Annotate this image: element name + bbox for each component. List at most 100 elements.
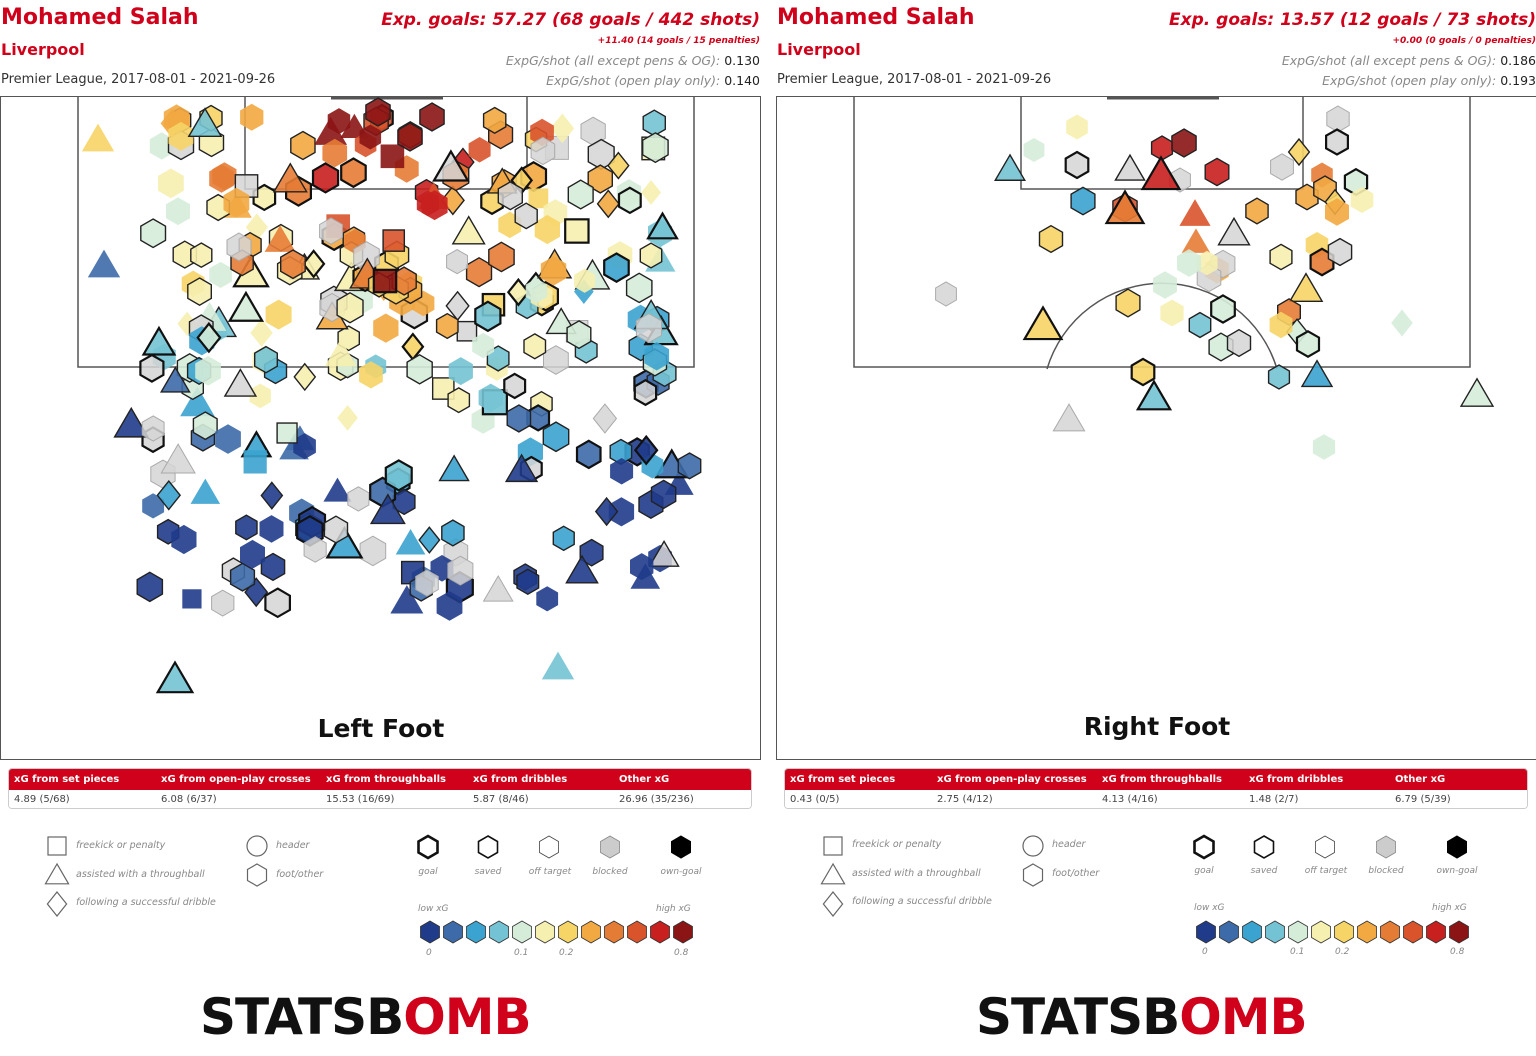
shot-marker-throughball — [1459, 377, 1495, 407]
shot-marker-setpiece — [456, 320, 478, 342]
legend-header: header — [1052, 839, 1086, 850]
shot-marker — [384, 459, 413, 492]
legend-svg — [44, 834, 693, 944]
shot-marker — [1177, 249, 1201, 277]
shot-marker — [187, 277, 213, 307]
shot-marker-throughball — [438, 454, 470, 482]
legend-freekick: freekick or penalty — [76, 840, 166, 851]
shot-marker — [514, 202, 538, 230]
shot-marker — [406, 353, 433, 385]
shot-marker-throughball — [190, 478, 221, 504]
shot-marker — [1196, 250, 1218, 276]
shot-marker — [419, 102, 445, 132]
right-foot-panel: Mohamed Salah Liverpool Premier League, … — [776, 0, 1536, 1056]
shot-marker-throughball — [482, 575, 514, 602]
shot-marker-throughball — [1052, 403, 1086, 432]
shot-marker — [226, 232, 252, 262]
shot-marker — [523, 333, 547, 360]
legend-header: header — [276, 840, 310, 851]
shot-marker — [633, 378, 658, 407]
shot-marker — [265, 299, 292, 330]
shot-marker — [566, 320, 592, 350]
legend-hexagon-icon — [246, 863, 268, 887]
shot-marker — [503, 372, 527, 400]
shot-marker — [516, 568, 540, 596]
shot-marker — [635, 313, 662, 344]
shot-marker — [190, 242, 213, 269]
shot-marker-throughball — [994, 153, 1026, 181]
legend-triangle-icon — [820, 862, 846, 885]
shot-marker — [303, 536, 327, 563]
shot-marker — [1312, 434, 1336, 460]
shot-marker — [540, 256, 567, 286]
shot-marker-throughball — [141, 325, 177, 356]
shot-marker — [610, 458, 634, 485]
shot-marker-dribble — [177, 311, 197, 336]
shot-marker-throughball — [187, 107, 223, 138]
xg-scale-swatch — [1219, 920, 1239, 944]
shot-marker-setpiece — [380, 144, 405, 169]
legend-goal: goal — [1194, 866, 1214, 876]
shot-marker-throughball — [390, 585, 424, 614]
legend-saved-hex-icon — [1253, 835, 1275, 859]
shot-marker — [195, 356, 221, 386]
xg-scale-swatch — [558, 920, 578, 944]
shot-marker — [340, 157, 367, 189]
shot-marker-throughball — [1114, 153, 1146, 181]
league-dates: Premier League, 2017-08-01 - 2021-09-26 — [777, 72, 1052, 87]
pitch-svg — [77, 97, 702, 694]
legend-dribble: following a successful dribble — [852, 896, 992, 907]
shot-marker-dribble — [1287, 137, 1311, 167]
shot-marker — [1160, 299, 1184, 327]
statsbomb-logo: STATSBOMB — [976, 988, 1308, 1046]
shot-marker-dribble — [250, 318, 273, 347]
legend-blocked-hex-icon — [600, 835, 620, 859]
shot-marker — [1324, 128, 1350, 156]
foot-label: Left Foot — [317, 714, 445, 743]
legend-low-xg: low xG — [418, 904, 449, 914]
legend-diamond-icon — [822, 891, 844, 917]
legend-saved: saved — [1250, 866, 1278, 876]
shot-marker — [1153, 271, 1177, 299]
legend-triangle-icon — [44, 862, 70, 885]
shot-marker — [472, 332, 495, 359]
shot-marker — [158, 168, 184, 199]
stat-label: ExpG/shot (all except pens & OG): — [505, 53, 721, 68]
stat-value: 0.193 — [1500, 73, 1536, 88]
shot-marker — [1267, 364, 1291, 390]
scale-tick-02: 0.2 — [559, 948, 574, 958]
shot-marker — [1270, 153, 1294, 181]
legend-blocked: blocked — [592, 867, 628, 877]
scale-tick-08: 0.8 — [1450, 947, 1465, 957]
shot-marker — [240, 539, 265, 569]
pitch-svg — [853, 97, 1495, 460]
legend-svg — [820, 834, 1469, 944]
xg-scale-swatch — [627, 920, 647, 944]
shot-marker — [534, 215, 560, 245]
shot-marker — [436, 591, 463, 621]
left-foot-panel: Mohamed Salah Liverpool Premier League, … — [0, 0, 762, 1056]
shot-marker-dribble — [260, 481, 284, 510]
breakdown-value-cell: 5.87 (8/46) — [473, 794, 529, 805]
legend-high-xg: high xG — [1432, 903, 1467, 913]
shot-marker — [677, 452, 702, 480]
breakdown-header-cell: xG from open-play crosses — [937, 774, 1087, 785]
shot-marker-throughball — [1181, 228, 1211, 253]
xg-breakdown-table: xG from set pieces xG from open-play cros… — [784, 768, 1528, 809]
shot-marker-throughball — [1022, 305, 1064, 341]
xg-scale-swatch — [1265, 920, 1285, 944]
shot-marker — [1115, 288, 1141, 318]
legend-foot-other: foot/other — [276, 869, 324, 880]
breakdown-header-cell: xG from open-play crosses — [161, 774, 311, 785]
shot-marker — [650, 479, 677, 510]
stat-label: ExpG/shot (all except pens & OG): — [1281, 53, 1497, 68]
shot-marker-dribble — [1391, 309, 1413, 337]
breakdown-values: 4.89 (5/68) 6.08 (6/37) 15.53 (16/69) 5.87 … — [9, 790, 751, 808]
shot-marker-dribble — [633, 434, 659, 466]
xg-scale-swatch — [581, 920, 601, 944]
shot-marker-setpiece — [372, 268, 398, 294]
legend-circle-icon — [246, 835, 268, 857]
shot-marker — [240, 103, 264, 131]
scale-tick-01: 0.1 — [514, 948, 529, 958]
breakdown-header-cell: xG from dribbles — [1249, 774, 1344, 785]
